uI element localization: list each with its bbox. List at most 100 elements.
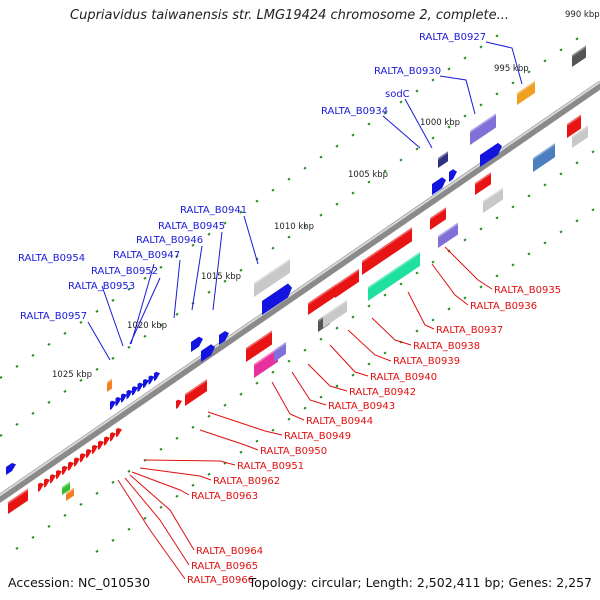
gene-feature[interactable] <box>62 481 70 495</box>
gc-dot <box>95 309 99 313</box>
gene-feature[interactable] <box>132 384 138 396</box>
gene-feature[interactable] <box>567 114 581 138</box>
gene-feature[interactable] <box>480 140 502 167</box>
gene-feature[interactable] <box>68 459 74 471</box>
gene-feature[interactable] <box>98 438 104 450</box>
gene-feature[interactable] <box>66 487 74 501</box>
gene-feature[interactable] <box>262 281 292 315</box>
gene-feature[interactable] <box>274 341 286 362</box>
gene-label[interactable]: RALTA_B0935 <box>494 285 561 296</box>
gc-dot <box>463 238 467 242</box>
gene-label[interactable]: RALTA_B0927 <box>419 32 486 43</box>
gene-feature[interactable] <box>148 373 155 385</box>
gene-label[interactable]: RALTA_B0965 <box>191 561 258 572</box>
gene-feature[interactable] <box>246 330 272 362</box>
gene-feature[interactable] <box>154 369 160 382</box>
gene-feature[interactable] <box>219 328 229 345</box>
gene-label[interactable]: RALTA_B0944 <box>306 416 373 427</box>
tick-label: 995 kbp <box>494 64 529 74</box>
gene-feature[interactable] <box>201 342 215 362</box>
gene-feature[interactable] <box>110 398 116 410</box>
gene-feature[interactable] <box>92 442 98 455</box>
gene-feature[interactable] <box>104 434 110 446</box>
gene-feature[interactable] <box>116 425 122 438</box>
gc-dot <box>95 549 99 553</box>
gene-feature[interactable] <box>137 380 144 392</box>
gene-label[interactable]: RALTA_B0937 <box>436 325 503 336</box>
gene-label[interactable]: RALTA_B0939 <box>393 356 460 367</box>
gene-label[interactable]: RALTA_B0964 <box>196 546 263 557</box>
gene-label[interactable]: RALTA_B0942 <box>349 387 416 398</box>
gene-feature[interactable] <box>362 227 412 275</box>
gene-feature[interactable] <box>572 125 588 148</box>
gene-feature[interactable] <box>254 258 290 297</box>
gene-feature[interactable] <box>323 299 347 328</box>
gene-label[interactable]: RALTA_B0951 <box>237 461 304 472</box>
gene-label[interactable]: RALTA_B0930 <box>374 66 441 77</box>
gene-feature[interactable] <box>191 334 203 352</box>
gene-label[interactable]: RALTA_B0936 <box>470 301 537 312</box>
gene-feature[interactable] <box>62 463 68 476</box>
gene-feature[interactable] <box>533 143 555 172</box>
gc-dot <box>111 538 115 542</box>
gene-label[interactable]: RALTA_B0934 <box>321 106 388 117</box>
gene-feature[interactable] <box>86 446 92 459</box>
gene-label[interactable]: sodC <box>385 89 410 100</box>
gene-label[interactable]: RALTA_B0943 <box>328 401 395 412</box>
gene-feature[interactable] <box>8 488 28 514</box>
gene-label[interactable]: RALTA_B0945 <box>158 221 225 232</box>
gene-feature[interactable] <box>6 460 16 475</box>
gc-dot <box>399 282 403 286</box>
gene-feature[interactable] <box>483 187 503 213</box>
gene-feature[interactable] <box>38 480 44 492</box>
gene-label[interactable]: RALTA_B0938 <box>413 341 480 352</box>
gene-feature[interactable] <box>143 376 149 389</box>
gene-feature[interactable] <box>470 113 496 145</box>
gene-feature[interactable] <box>176 397 182 409</box>
gene-label[interactable]: RALTA_B0952 <box>91 266 158 277</box>
gene-feature[interactable] <box>449 167 457 182</box>
gc-dot <box>47 342 51 346</box>
gene-label[interactable]: RALTA_B0957 <box>20 311 87 322</box>
gene-feature[interactable] <box>121 391 127 403</box>
gene-feature[interactable] <box>115 394 122 407</box>
gene-feature[interactable] <box>126 387 133 400</box>
gene-feature[interactable] <box>517 80 535 105</box>
gene-feature[interactable] <box>368 251 420 301</box>
gene-feature[interactable] <box>110 430 116 442</box>
gene-label[interactable]: RALTA_B0963 <box>191 491 258 502</box>
gc-dot <box>431 136 435 140</box>
gene-feature[interactable] <box>308 284 336 315</box>
gene-feature[interactable] <box>80 451 86 463</box>
gene-features[interactable] <box>6 45 588 514</box>
gene-label[interactable]: RALTA_B0954 <box>18 253 85 264</box>
gene-feature[interactable] <box>74 455 80 467</box>
gene-feature[interactable] <box>50 472 56 484</box>
gene-label[interactable]: RALTA_B0950 <box>260 446 327 457</box>
gene-feature[interactable] <box>572 45 586 67</box>
gene-label[interactable]: RALTA_B0949 <box>284 431 351 442</box>
gene-label[interactable]: RALTA_B0966 <box>187 575 254 586</box>
gene-label[interactable]: RALTA_B0946 <box>136 235 203 246</box>
gene-label[interactable]: RALTA_B0962 <box>213 476 280 487</box>
gc-dot <box>399 100 403 104</box>
gene-feature[interactable] <box>107 378 112 392</box>
gene-label[interactable]: RALTA_B0947 <box>113 250 180 261</box>
gc-dot <box>575 37 579 41</box>
gene-feature[interactable] <box>430 207 446 230</box>
gene-feature[interactable] <box>475 172 491 195</box>
gene-feature[interactable] <box>438 222 458 248</box>
gene-feature[interactable] <box>432 175 446 195</box>
gene-label[interactable]: RALTA_B0940 <box>370 372 437 383</box>
gene-label[interactable]: RALTA_B0941 <box>180 205 247 216</box>
gc-dot <box>463 114 467 118</box>
tick-label: 990 kbp <box>565 10 600 20</box>
gene-feature[interactable] <box>438 151 448 168</box>
gene-feature[interactable] <box>335 268 359 298</box>
gene-feature[interactable] <box>56 467 62 480</box>
gene-feature[interactable] <box>254 347 278 378</box>
gene-feature[interactable] <box>44 476 50 488</box>
gene-label[interactable]: RALTA_B0953 <box>68 281 135 292</box>
gene-feature[interactable] <box>185 379 207 406</box>
